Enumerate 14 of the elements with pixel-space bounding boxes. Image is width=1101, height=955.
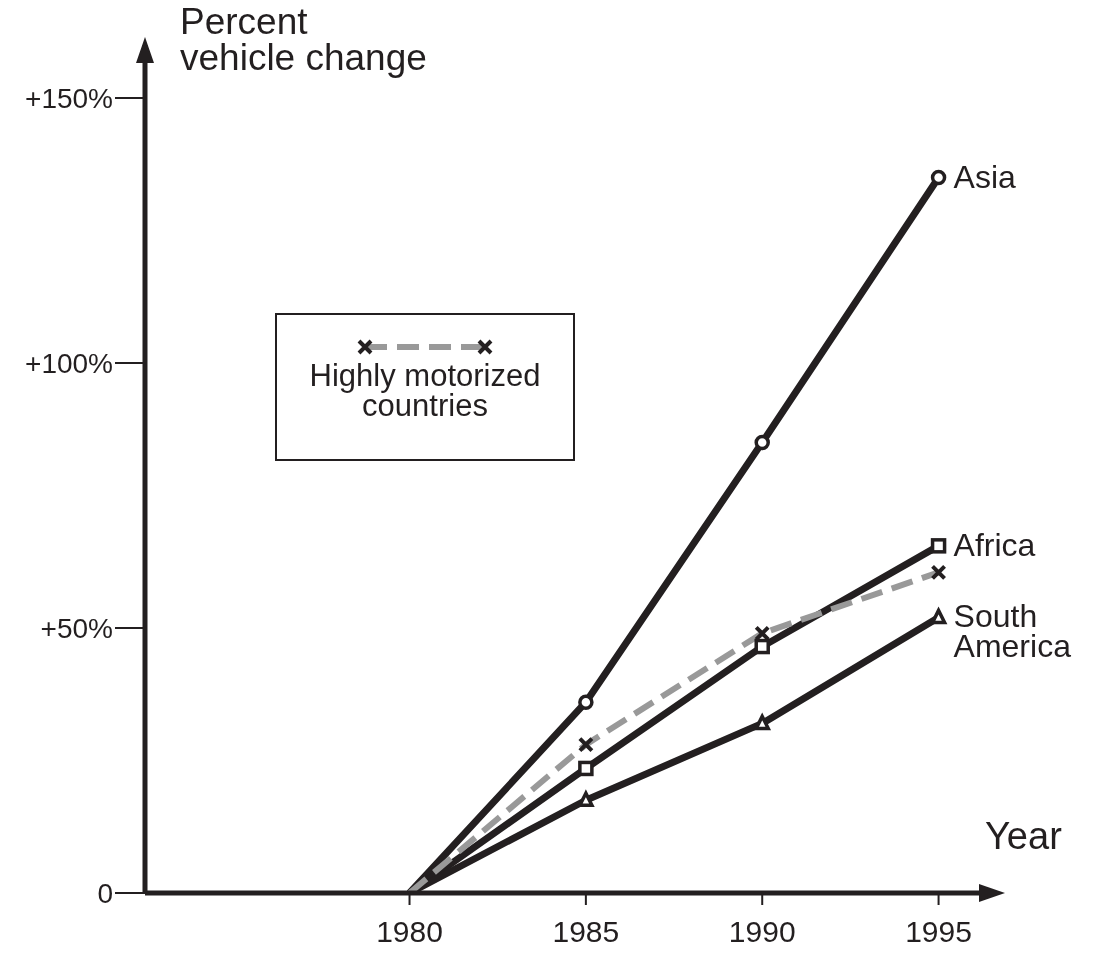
series-label: South America: [953, 598, 1072, 665]
legend-label: Highly motorized countries: [308, 358, 542, 423]
series-label: Africa: [953, 526, 1036, 563]
y-tick-label: 0: [97, 877, 113, 909]
x-tick-label: 1980: [376, 915, 443, 949]
x-tick-label: 1990: [728, 915, 796, 949]
x-axis-title: Year: [985, 815, 1062, 858]
series-label: Asia: [953, 158, 1017, 195]
y-axis-title: Percent vehicle change: [180, 1, 427, 78]
y-tick-label: +100%: [25, 347, 113, 379]
y-tick-label: +50%: [40, 612, 113, 644]
y-tick-label: +150%: [25, 82, 113, 114]
x-tick-label: 1985: [552, 915, 620, 949]
x-tick-label: 1995: [905, 915, 972, 949]
